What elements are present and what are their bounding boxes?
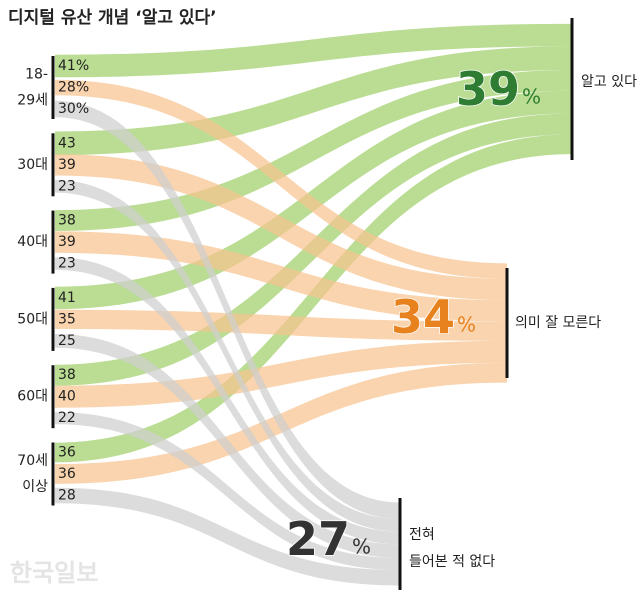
source-label: 50대 bbox=[17, 311, 48, 327]
value-label: 30% bbox=[58, 101, 89, 117]
target-label: 전혀 bbox=[409, 527, 435, 543]
flow bbox=[55, 154, 507, 301]
source-label: 18- bbox=[25, 67, 48, 83]
flow bbox=[55, 134, 572, 463]
value-label: 40 bbox=[58, 389, 76, 405]
source-label: 40대 bbox=[17, 234, 48, 250]
flow bbox=[55, 23, 572, 78]
value-label: 23 bbox=[58, 178, 76, 194]
value-label: 43 bbox=[58, 135, 76, 151]
value-label: 28 bbox=[58, 488, 76, 504]
flow bbox=[55, 100, 400, 519]
flow bbox=[55, 70, 572, 232]
flow bbox=[55, 79, 507, 279]
source-label: 29세 bbox=[17, 93, 48, 109]
value-label: 41 bbox=[58, 290, 76, 306]
value-label: 36 bbox=[58, 445, 76, 461]
value-label: 39 bbox=[58, 234, 76, 250]
total-unit: % bbox=[352, 535, 371, 559]
flow bbox=[55, 412, 400, 571]
value-label: 28% bbox=[58, 80, 89, 96]
value-label: 38 bbox=[58, 367, 76, 383]
flow bbox=[55, 334, 400, 559]
total-value: 39 bbox=[456, 62, 520, 116]
flow bbox=[55, 179, 400, 532]
chart-title: 디지털 유산 개념 ‘알고 있다’ bbox=[8, 7, 217, 28]
target-label: 들어본 적 없다 bbox=[409, 554, 495, 570]
total-unit: % bbox=[457, 313, 476, 337]
flow bbox=[55, 257, 400, 545]
total-value: 34 bbox=[391, 290, 455, 344]
value-label: 25 bbox=[58, 333, 76, 349]
value-label: 22 bbox=[58, 410, 76, 426]
value-label: 38 bbox=[58, 213, 76, 229]
watermark: 한국일보 bbox=[10, 559, 98, 587]
total-value: 27 bbox=[286, 512, 350, 566]
value-label: 36 bbox=[58, 466, 76, 482]
target-label: 알고 있다 bbox=[581, 74, 637, 90]
total-number: 39 bbox=[456, 62, 520, 116]
flow bbox=[55, 487, 400, 586]
source-label: 이상 bbox=[22, 479, 48, 495]
source-label: 30대 bbox=[17, 157, 48, 173]
total-number: 34 bbox=[391, 290, 455, 344]
value-label: 23 bbox=[58, 256, 76, 272]
flow bbox=[55, 46, 572, 156]
flow bbox=[55, 340, 507, 408]
source-label: 60대 bbox=[17, 389, 48, 405]
target-label: 의미 잘 모른다 bbox=[515, 315, 601, 331]
total-unit: % bbox=[522, 85, 541, 109]
value-label: 35 bbox=[58, 311, 76, 327]
total-number: 27 bbox=[286, 512, 350, 566]
value-label: 41% bbox=[58, 58, 89, 74]
value-label: 39 bbox=[58, 157, 76, 173]
source-label: 70세 bbox=[17, 453, 48, 469]
